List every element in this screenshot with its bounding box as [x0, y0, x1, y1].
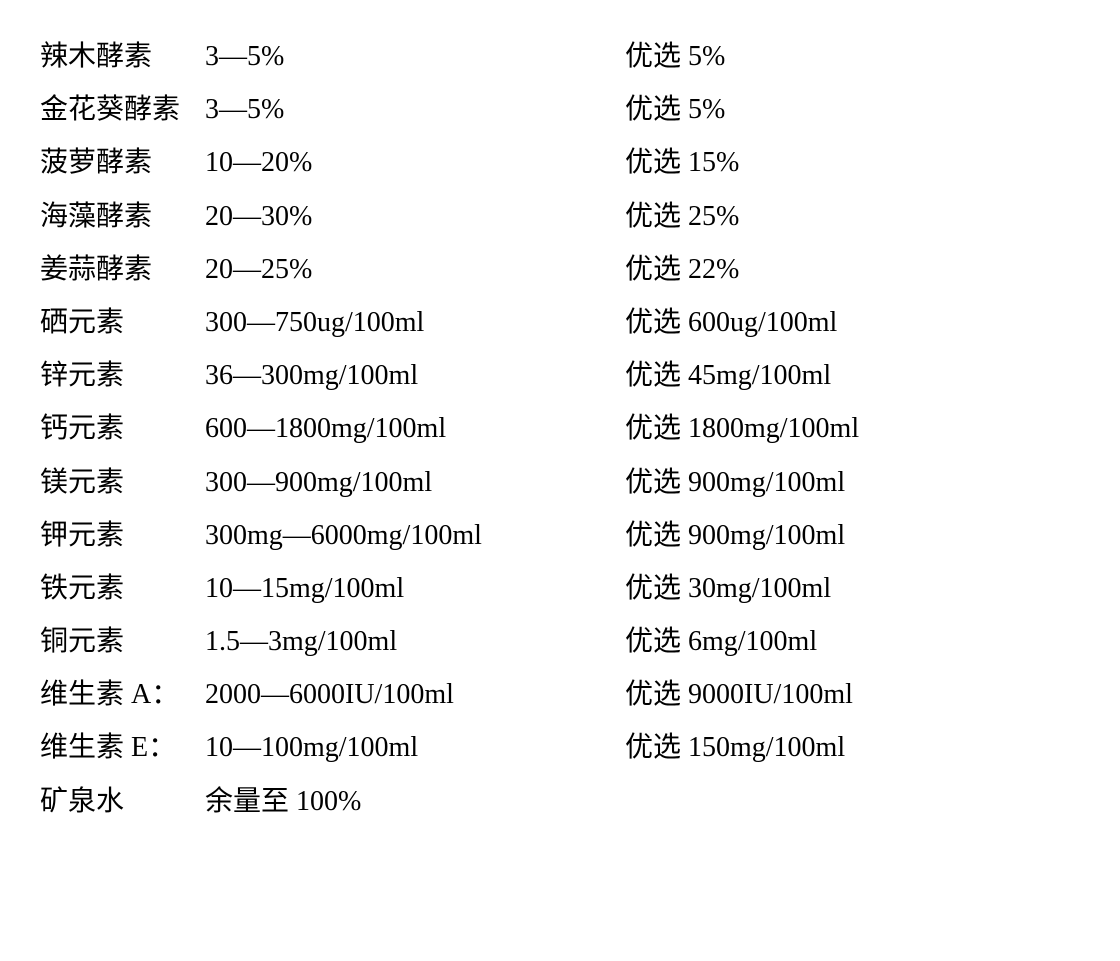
- ingredient-preferred: 优选 600ug/100ml: [625, 296, 1080, 349]
- ingredient-range: 20—30%: [205, 190, 625, 243]
- ingredient-name: 矿泉水: [40, 775, 205, 828]
- ingredient-name: 硒元素: [40, 296, 205, 349]
- table-row: 硒元素300—750ug/100ml优选 600ug/100ml: [40, 296, 1080, 349]
- ingredient-name: 铜元素: [40, 615, 205, 668]
- ingredient-preferred: 优选 30mg/100ml: [625, 562, 1080, 615]
- ingredient-preferred: [625, 775, 1080, 828]
- ingredient-name: 镁元素: [40, 456, 205, 509]
- ingredient-range: 10—20%: [205, 136, 625, 189]
- ingredient-range: 300—900mg/100ml: [205, 456, 625, 509]
- ingredient-preferred: 优选 5%: [625, 83, 1080, 136]
- table-row: 维生素 A：2000—6000IU/100ml优选 9000IU/100ml: [40, 668, 1080, 721]
- table-row: 姜蒜酵素20—25%优选 22%: [40, 243, 1080, 296]
- ingredient-range: 3—5%: [205, 30, 625, 83]
- table-row: 锌元素36—300mg/100ml优选 45mg/100ml: [40, 349, 1080, 402]
- ingredient-preferred: 优选 9000IU/100ml: [625, 668, 1080, 721]
- composition-table: 辣木酵素3—5%优选 5%金花葵酵素3—5%优选 5%菠萝酵素10—20%优选 …: [40, 30, 1080, 828]
- ingredient-preferred: 优选 900mg/100ml: [625, 456, 1080, 509]
- ingredient-range: 1.5—3mg/100ml: [205, 615, 625, 668]
- ingredient-name: 维生素 E：: [40, 721, 205, 774]
- table-row: 海藻酵素20—30%优选 25%: [40, 190, 1080, 243]
- table-row: 钾元素300mg—6000mg/100ml优选 900mg/100ml: [40, 509, 1080, 562]
- ingredient-range: 300—750ug/100ml: [205, 296, 625, 349]
- table-row: 铜元素1.5—3mg/100ml优选 6mg/100ml: [40, 615, 1080, 668]
- ingredient-name: 铁元素: [40, 562, 205, 615]
- ingredient-range: 2000—6000IU/100ml: [205, 668, 625, 721]
- ingredient-preferred: 优选 22%: [625, 243, 1080, 296]
- ingredient-preferred: 优选 1800mg/100ml: [625, 402, 1080, 455]
- ingredient-preferred: 优选 150mg/100ml: [625, 721, 1080, 774]
- table-row: 金花葵酵素3—5%优选 5%: [40, 83, 1080, 136]
- ingredient-preferred: 优选 900mg/100ml: [625, 509, 1080, 562]
- table-row: 镁元素300—900mg/100ml优选 900mg/100ml: [40, 456, 1080, 509]
- table-row: 钙元素600—1800mg/100ml优选 1800mg/100ml: [40, 402, 1080, 455]
- ingredient-range: 300mg—6000mg/100ml: [205, 509, 625, 562]
- ingredient-name: 海藻酵素: [40, 190, 205, 243]
- ingredient-range: 10—100mg/100ml: [205, 721, 625, 774]
- ingredient-name: 维生素 A：: [40, 668, 205, 721]
- ingredient-range: 600—1800mg/100ml: [205, 402, 625, 455]
- table-row: 矿泉水余量至 100%: [40, 775, 1080, 828]
- ingredient-name: 钙元素: [40, 402, 205, 455]
- ingredient-range: 余量至 100%: [205, 775, 625, 828]
- ingredient-name: 姜蒜酵素: [40, 243, 205, 296]
- ingredient-range: 20—25%: [205, 243, 625, 296]
- ingredient-name: 钾元素: [40, 509, 205, 562]
- table-row: 铁元素10—15mg/100ml优选 30mg/100ml: [40, 562, 1080, 615]
- ingredient-range: 36—300mg/100ml: [205, 349, 625, 402]
- ingredient-name: 锌元素: [40, 349, 205, 402]
- ingredient-preferred: 优选 45mg/100ml: [625, 349, 1080, 402]
- ingredient-range: 10—15mg/100ml: [205, 562, 625, 615]
- ingredient-preferred: 优选 6mg/100ml: [625, 615, 1080, 668]
- table-row: 辣木酵素3—5%优选 5%: [40, 30, 1080, 83]
- ingredient-name: 辣木酵素: [40, 30, 205, 83]
- ingredient-range: 3—5%: [205, 83, 625, 136]
- ingredient-name: 菠萝酵素: [40, 136, 205, 189]
- ingredient-preferred: 优选 15%: [625, 136, 1080, 189]
- table-row: 菠萝酵素10—20%优选 15%: [40, 136, 1080, 189]
- ingredient-preferred: 优选 5%: [625, 30, 1080, 83]
- ingredient-preferred: 优选 25%: [625, 190, 1080, 243]
- table-row: 维生素 E：10—100mg/100ml优选 150mg/100ml: [40, 721, 1080, 774]
- ingredient-name: 金花葵酵素: [40, 83, 205, 136]
